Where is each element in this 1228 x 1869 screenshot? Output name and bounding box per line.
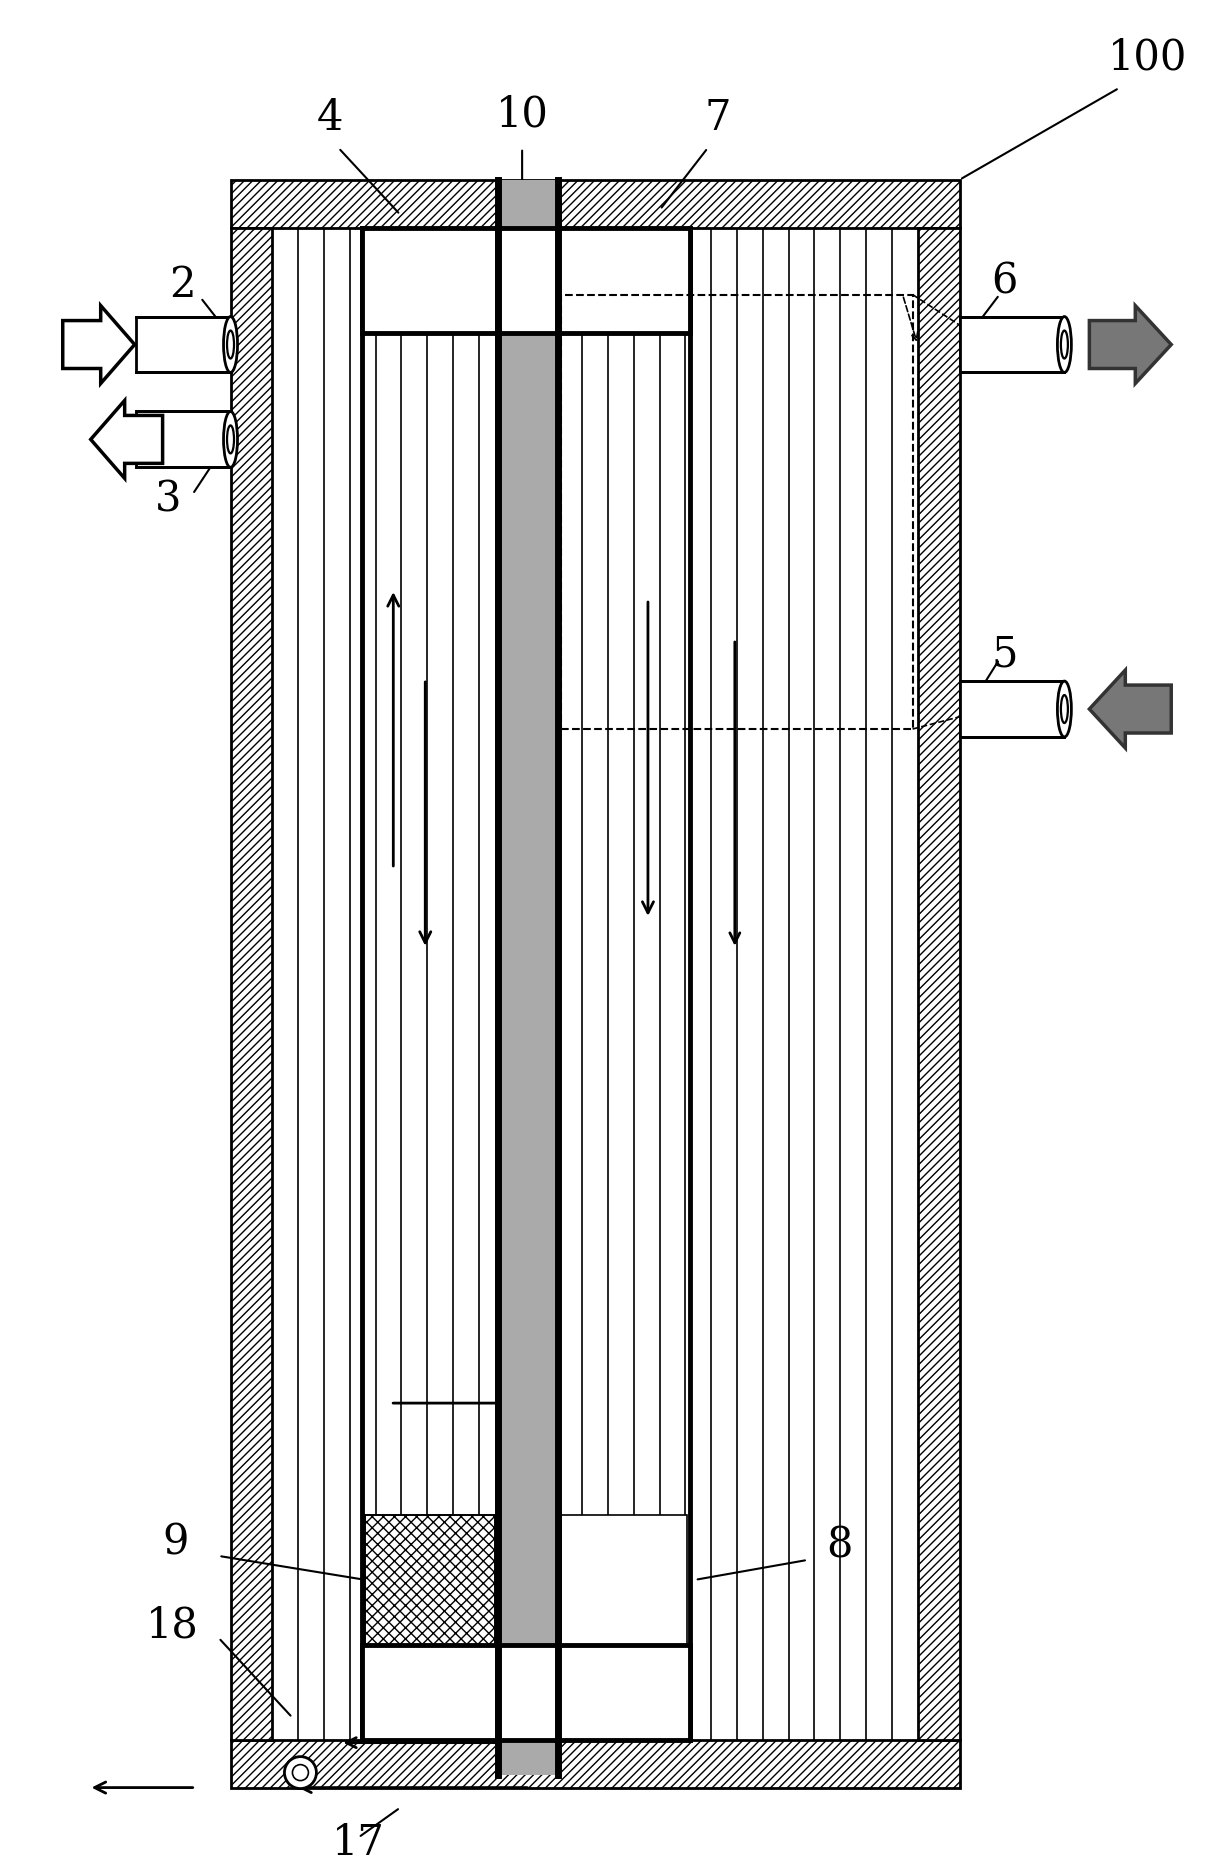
Bar	[273, 228, 917, 1740]
Text: 18: 18	[146, 1605, 199, 1647]
Text: 9: 9	[162, 1521, 189, 1564]
Bar	[959, 680, 1065, 736]
Bar	[366, 1516, 495, 1645]
Bar	[561, 295, 912, 729]
Ellipse shape	[227, 426, 235, 454]
Text: 10: 10	[496, 93, 549, 136]
Bar	[917, 228, 959, 1740]
Bar	[959, 316, 1065, 372]
Bar	[231, 1740, 959, 1787]
Ellipse shape	[227, 331, 235, 359]
Text: 3: 3	[156, 478, 182, 520]
Bar	[362, 1645, 690, 1740]
Text: 2: 2	[169, 264, 196, 307]
Circle shape	[285, 1757, 317, 1789]
Bar	[135, 411, 231, 467]
Ellipse shape	[223, 316, 237, 372]
Ellipse shape	[1061, 331, 1068, 359]
Ellipse shape	[1061, 695, 1068, 723]
Text: 6: 6	[991, 260, 1018, 303]
Bar	[231, 179, 959, 228]
Bar	[499, 179, 558, 1774]
Text: 4: 4	[317, 97, 344, 138]
FancyArrow shape	[1089, 307, 1172, 383]
Text: 100: 100	[1108, 37, 1187, 78]
FancyArrow shape	[1089, 671, 1172, 748]
Bar	[561, 1516, 686, 1645]
Ellipse shape	[1057, 316, 1071, 372]
FancyArrow shape	[91, 400, 162, 478]
Bar	[231, 228, 273, 1740]
Bar	[362, 228, 690, 333]
Bar	[917, 228, 959, 1740]
Bar	[231, 179, 959, 228]
Bar	[366, 1516, 495, 1645]
Ellipse shape	[223, 411, 237, 467]
Bar	[231, 228, 273, 1740]
Text: 8: 8	[826, 1525, 853, 1566]
Bar	[135, 316, 231, 372]
Circle shape	[292, 1764, 308, 1781]
Bar	[231, 1740, 959, 1787]
Text: 5: 5	[991, 634, 1018, 675]
Text: 7: 7	[705, 97, 731, 138]
Text: 17: 17	[332, 1822, 384, 1863]
FancyArrow shape	[63, 307, 135, 383]
Ellipse shape	[1057, 680, 1071, 736]
